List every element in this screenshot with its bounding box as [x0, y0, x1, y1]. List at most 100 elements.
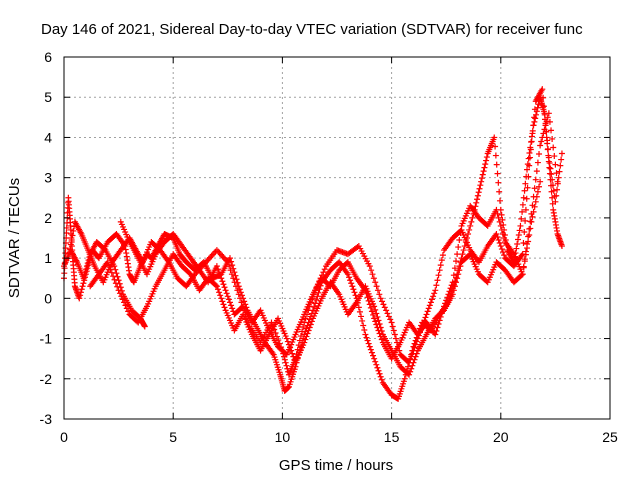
data-point-track-a — [476, 185, 483, 192]
data-point-track-a — [496, 197, 503, 204]
data-point-track-c — [374, 313, 381, 320]
data-point-track-d — [445, 291, 452, 298]
data-point-track-a — [77, 292, 84, 299]
x-tick-label: 10 — [275, 429, 291, 445]
data-point-track-c — [454, 275, 461, 282]
data-point-track-d — [376, 330, 383, 337]
data-point-track-b — [530, 122, 537, 129]
data-point-track-d — [447, 285, 454, 292]
data-point-track-e — [111, 263, 118, 270]
data-point-track-b — [433, 282, 440, 289]
data-point-track-a — [468, 218, 475, 225]
data-point-track-a — [513, 245, 520, 252]
data-point-track-c — [533, 168, 540, 175]
data-point-track-a — [313, 296, 320, 303]
data-point-track-c — [409, 362, 416, 369]
data-point-track-d — [225, 296, 232, 303]
data-point-track-c — [540, 130, 547, 137]
data-point-track-a — [492, 143, 499, 150]
data-point-track-d — [521, 258, 528, 265]
data-point-track-d — [437, 313, 444, 320]
data-point-track-d — [363, 290, 370, 297]
data-point-track-b — [423, 311, 430, 318]
y-tick-label: -1 — [40, 331, 53, 347]
data-point-track-b — [282, 359, 289, 366]
data-point-track-c — [538, 138, 545, 145]
data-point-track-d — [217, 272, 224, 279]
data-point-track-b — [235, 291, 242, 298]
data-point-track-a — [532, 115, 539, 122]
data-point-track-d — [498, 226, 505, 233]
data-point-track-d — [446, 288, 453, 295]
data-point-track-d — [218, 275, 225, 282]
data-point-track-a — [360, 322, 367, 329]
data-point-track-a — [483, 154, 490, 161]
data-point-track-b — [527, 154, 534, 161]
y-axis-label: SDTVAR / TECUs — [6, 178, 23, 298]
data-point-track-b — [390, 327, 397, 334]
data-point-track-c — [457, 263, 464, 270]
data-point-track-a — [63, 224, 70, 231]
data-point-track-d — [375, 327, 382, 334]
data-point-track-b — [540, 103, 547, 110]
data-point-track-c — [219, 298, 226, 305]
data-point-track-e — [84, 260, 91, 267]
data-point-track-d — [371, 315, 378, 322]
data-point-track-a — [373, 361, 380, 368]
data-point-track-d — [456, 237, 463, 244]
data-point-track-d — [214, 266, 221, 273]
data-point-track-a — [348, 280, 355, 287]
data-point-track-c — [537, 142, 544, 149]
data-point-track-b — [380, 301, 387, 308]
data-point-track-b — [388, 319, 395, 326]
data-point-track-b — [430, 293, 437, 300]
data-point-track-a — [514, 236, 521, 243]
data-point-track-b — [557, 162, 564, 169]
data-point-track-a — [472, 203, 479, 210]
data-point-track-b — [495, 237, 502, 244]
data-point-track-b — [558, 156, 565, 163]
data-point-track-d — [495, 214, 502, 221]
data-point-track-c — [553, 170, 560, 177]
data-point-track-e — [141, 323, 148, 330]
data-point-track-d — [499, 230, 506, 237]
data-point-track-c — [413, 350, 420, 357]
data-point-track-d — [439, 306, 446, 313]
data-point-track-b — [389, 323, 396, 330]
y-tick-label: 6 — [44, 49, 52, 65]
data-point-track-b — [520, 240, 527, 247]
data-point-track-c — [308, 318, 315, 325]
data-point-track-a — [516, 227, 523, 234]
data-point-track-d — [450, 272, 457, 279]
data-point-track-a — [376, 370, 383, 377]
x-axis-label: GPS time / hours — [279, 457, 393, 474]
data-point-track-d — [433, 328, 440, 335]
data-point-track-c — [283, 335, 290, 342]
data-point-track-d — [449, 279, 456, 286]
data-point-track-b — [558, 150, 565, 157]
data-point-track-d — [442, 300, 449, 307]
data-points — [61, 86, 565, 402]
data-point-track-e — [82, 269, 89, 276]
data-point-track-b — [432, 287, 439, 294]
data-point-track-b — [376, 291, 383, 298]
data-point-track-a — [351, 289, 358, 296]
data-point-track-b — [429, 296, 436, 303]
data-point-track-a — [344, 271, 351, 278]
y-tick-label: 5 — [44, 89, 52, 105]
data-point-track-d — [453, 258, 460, 265]
data-point-track-e — [85, 257, 92, 264]
data-point-track-a — [349, 283, 356, 290]
data-point-track-b — [299, 328, 306, 335]
data-point-track-c — [550, 144, 557, 151]
data-point-track-a — [517, 222, 524, 229]
data-point-track-c — [406, 371, 413, 378]
data-point-track-a — [362, 331, 369, 338]
data-point-track-a — [79, 283, 86, 290]
data-point-track-a — [491, 134, 498, 141]
data-point-track-c — [539, 134, 546, 141]
y-tick-label: 0 — [44, 290, 52, 306]
data-point-track-b — [544, 137, 551, 144]
data-point-track-d — [365, 297, 372, 304]
